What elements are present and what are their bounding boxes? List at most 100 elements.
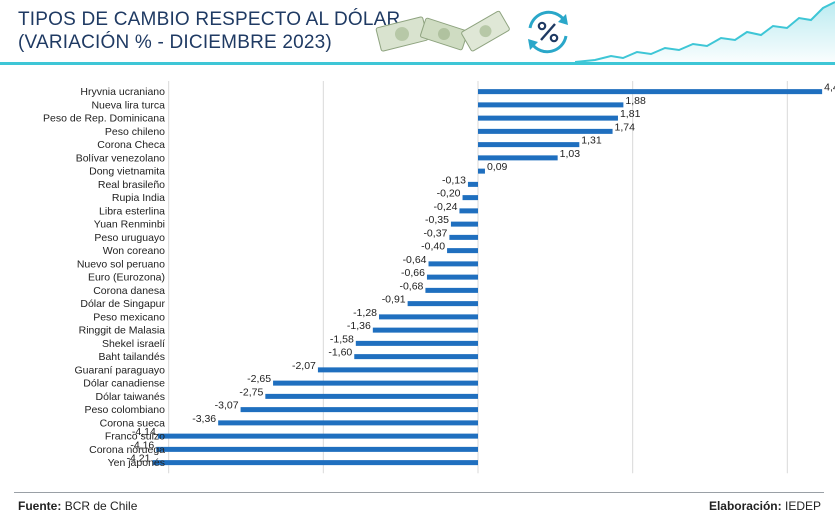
credit-value: IEDEP <box>784 499 821 513</box>
category-label: Ringgit de Malasia <box>79 325 166 337</box>
data-label: -1,36 <box>347 320 371 332</box>
category-label: Dólar de Singapur <box>80 298 165 310</box>
data-label: -0,91 <box>382 294 406 306</box>
data-label: -0,37 <box>423 227 447 239</box>
category-label: Rupia India <box>112 192 165 204</box>
data-label: -4,16 <box>130 439 154 451</box>
data-label: 1,74 <box>615 121 636 133</box>
data-label: -2,75 <box>239 386 263 398</box>
bar-chart: Hryvnia ucraniano 4,45 Nueva lira turca 1,8… <box>43 81 835 474</box>
data-label: -0,20 <box>437 188 461 200</box>
data-label: 4,45 <box>824 82 835 94</box>
category-label: Shekel israelí <box>102 338 165 350</box>
category-label: Bolívar venezolano <box>76 152 165 164</box>
bar <box>354 354 478 360</box>
bar <box>467 181 478 187</box>
data-label: -0,68 <box>399 280 423 292</box>
category-label: Baht tailandés <box>98 351 165 363</box>
title-line-2: (VARIACIÓN % - DICIEMBRE 2023) <box>18 32 332 53</box>
percent-exchange-icon <box>528 10 568 54</box>
bar <box>273 380 478 386</box>
bar <box>372 327 478 333</box>
category-label: Dólar canadiense <box>83 378 165 390</box>
footer-divider <box>14 492 824 493</box>
data-label: -0,35 <box>425 214 449 226</box>
bar <box>478 142 580 148</box>
data-label: -3,07 <box>215 400 239 412</box>
category-label: Corona Checa <box>97 139 165 151</box>
category-label: Nueva lira turca <box>91 99 165 111</box>
category-label: Corona noruega <box>89 444 165 456</box>
category-label: Guaraní paraguayo <box>75 364 166 376</box>
bar <box>407 301 478 307</box>
category-label: Nuevo sol peruano <box>77 258 165 270</box>
data-label: -1,58 <box>330 333 354 345</box>
header: TIPOS DE CAMBIO RESPECTO AL DÓLAR (VARIA… <box>0 0 835 66</box>
bar <box>317 367 478 373</box>
bar <box>426 274 478 280</box>
banknotes-icon <box>375 10 510 52</box>
data-label: -0,24 <box>434 201 458 213</box>
category-label: Dólar taiwanés <box>96 391 165 403</box>
bar <box>425 287 478 293</box>
bar <box>379 314 478 320</box>
credit-note: Elaboración: IEDEP <box>709 499 821 513</box>
upward-trend-sparkline-icon <box>575 1 835 64</box>
category-label: Franco suizo <box>105 431 165 443</box>
bar <box>478 89 823 95</box>
bar <box>240 407 478 413</box>
bar <box>447 248 478 254</box>
category-label: Peso chileno <box>105 126 165 138</box>
category-label: Dong vietnamita <box>89 166 165 178</box>
data-label: -0,40 <box>421 241 445 253</box>
category-label: Peso mexicano <box>93 311 165 323</box>
bar <box>478 115 618 121</box>
data-label: 1,88 <box>625 95 646 107</box>
bar <box>478 128 613 134</box>
bar <box>355 340 478 346</box>
header-divider <box>0 62 835 65</box>
data-label: -1,28 <box>353 307 377 319</box>
data-label: -0,66 <box>401 267 425 279</box>
source-note: Fuente: BCR de Chile <box>18 499 137 513</box>
category-label: Peso uruguayo <box>94 232 165 244</box>
category-label: Hryvnia ucraniano <box>80 86 165 98</box>
page-title: TIPOS DE CAMBIO RESPECTO AL DÓLAR (VARIA… <box>18 8 400 54</box>
bar <box>265 393 478 399</box>
data-label: -0,13 <box>442 174 466 186</box>
category-label: Libra esterlina <box>99 205 165 217</box>
source-value: BCR de Chile <box>64 499 138 513</box>
bar <box>478 168 485 174</box>
data-label: 1,03 <box>560 148 581 160</box>
bar <box>450 221 478 227</box>
category-label: Euro (Eurozona) <box>88 272 165 284</box>
data-label: -0,64 <box>403 254 427 266</box>
category-label: Yuan Renminbi <box>94 219 165 231</box>
bar <box>478 155 558 161</box>
title-line-1: TIPOS DE CAMBIO RESPECTO AL DÓLAR <box>18 9 401 30</box>
bar <box>428 261 478 267</box>
category-label: Won coreano <box>103 245 165 257</box>
bar <box>218 420 478 426</box>
category-label: Peso de Rep. Dominicana <box>43 113 165 125</box>
bar <box>157 433 478 439</box>
category-label: Real brasileño <box>98 179 165 191</box>
bar <box>156 446 478 452</box>
bar <box>449 234 478 240</box>
data-label: -2,07 <box>292 360 316 372</box>
category-label: Yen japonés <box>108 457 165 469</box>
bar <box>462 195 478 201</box>
category-label: Peso colombiano <box>84 404 165 416</box>
source-label: Fuente: <box>18 499 62 513</box>
data-label: 1,81 <box>620 108 641 120</box>
credit-label: Elaboración: <box>708 499 782 513</box>
data-label: -4,14 <box>132 426 156 438</box>
bar <box>478 102 624 108</box>
bar <box>152 460 478 466</box>
data-label: -3,36 <box>192 413 216 425</box>
category-label: Corona danesa <box>93 285 165 297</box>
data-label: -1,60 <box>328 347 352 359</box>
bar <box>459 208 478 214</box>
data-label: 0,09 <box>487 161 508 173</box>
data-label: -2,65 <box>247 373 271 385</box>
